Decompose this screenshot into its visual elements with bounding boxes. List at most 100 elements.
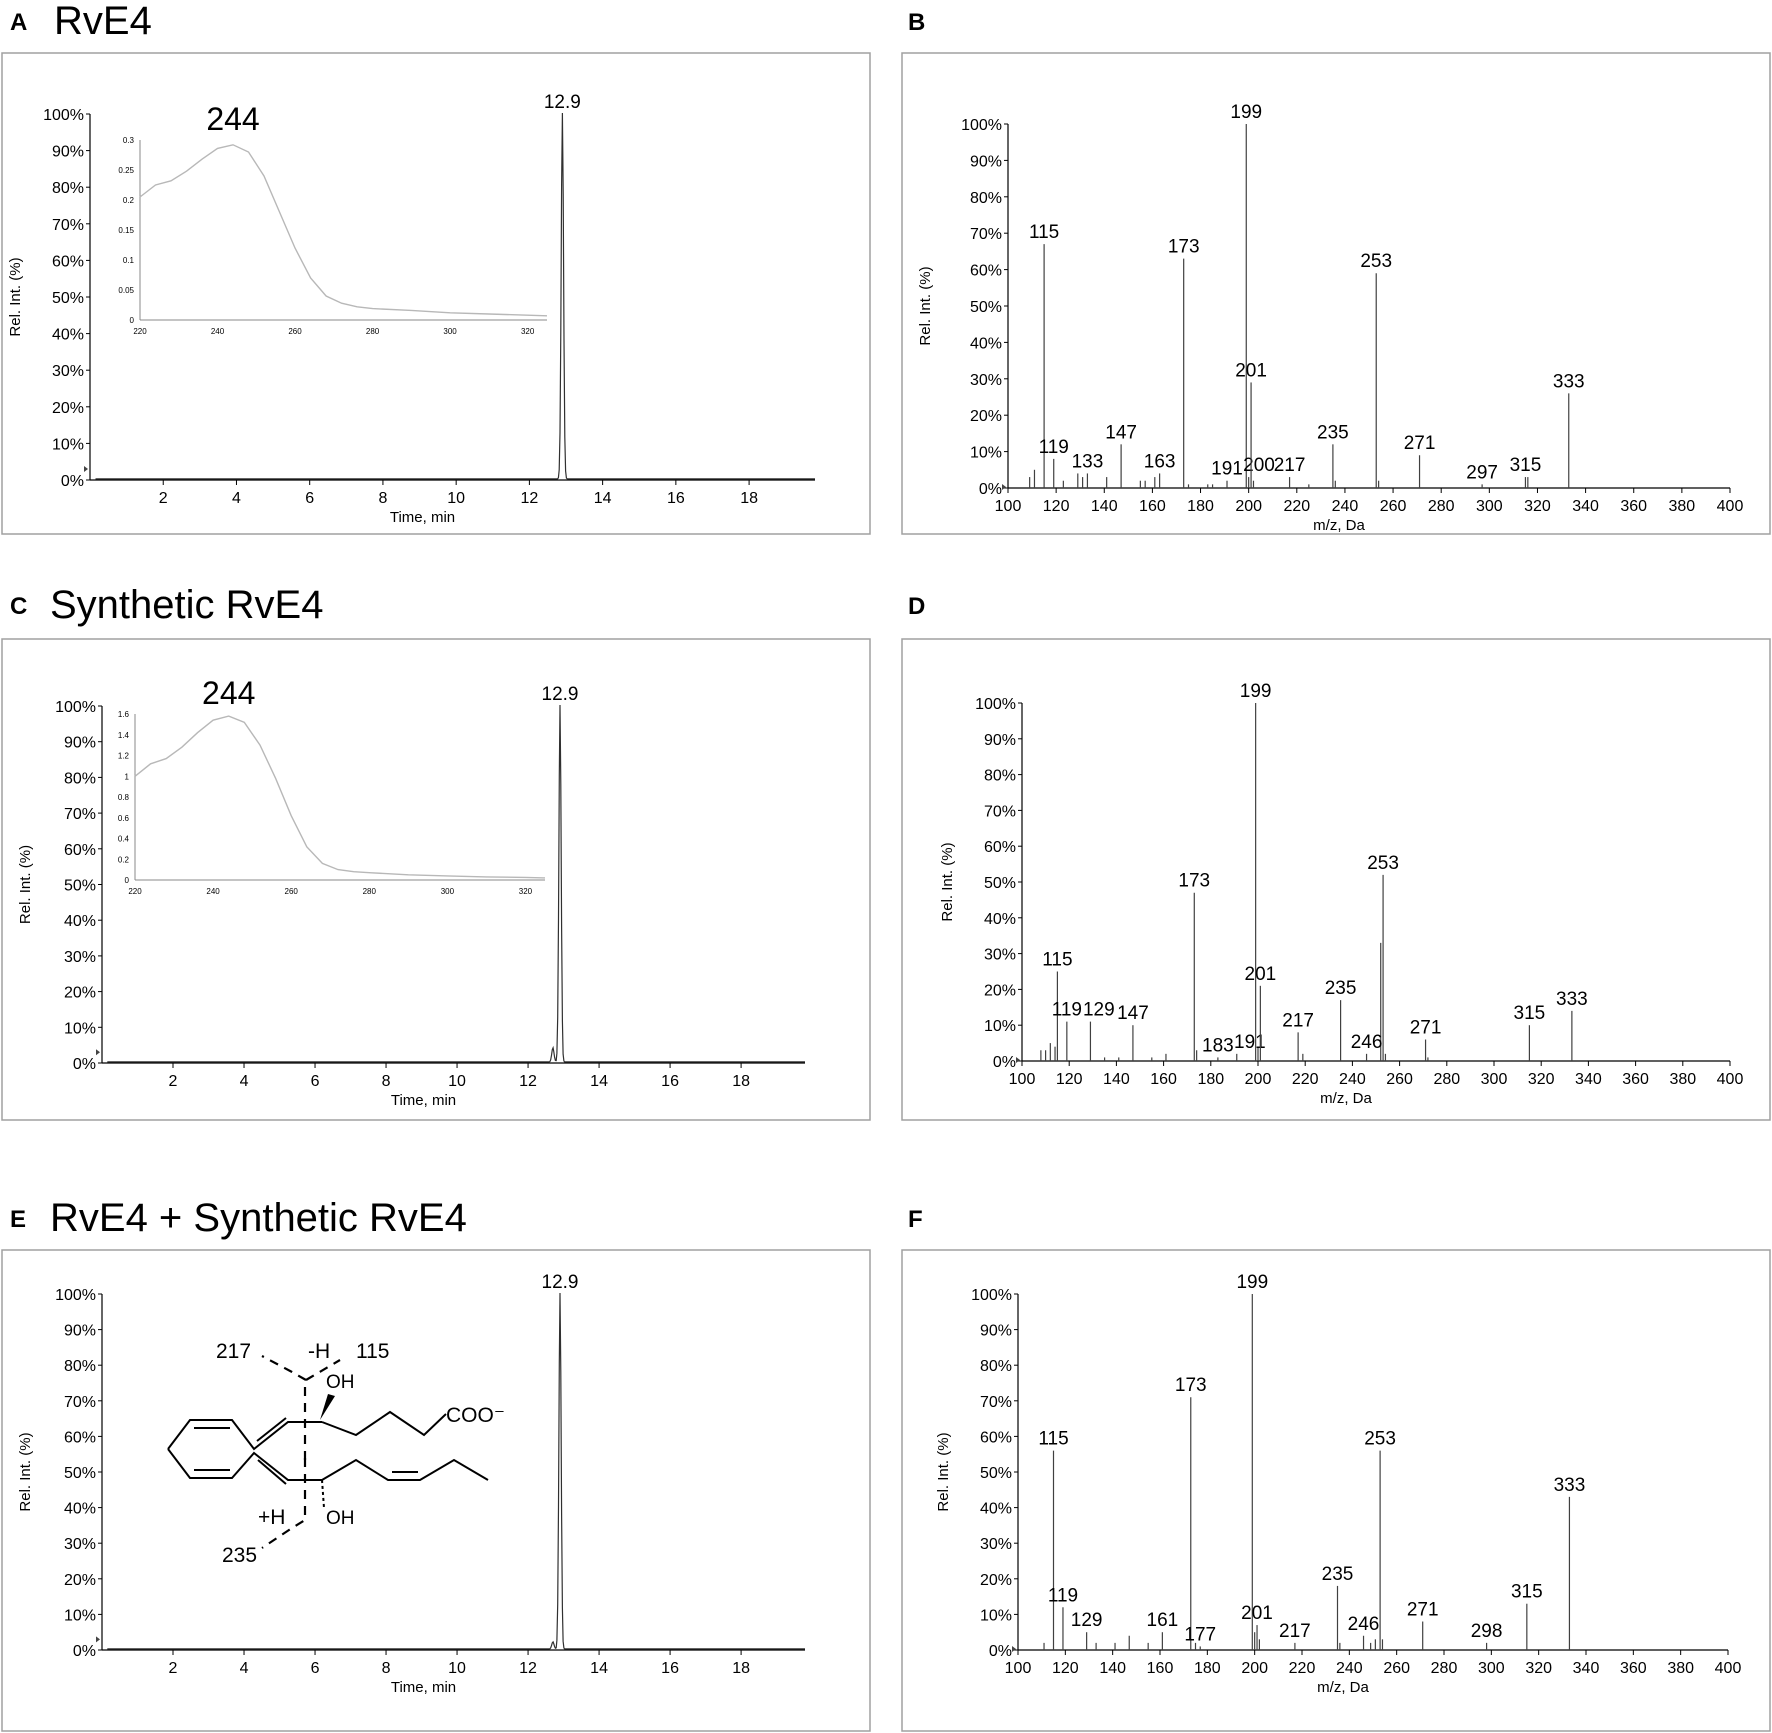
- inset-y-tick-label: 0.25: [118, 166, 134, 175]
- fragment-dash-235: [261, 1458, 307, 1549]
- y-tick-label: 60%: [984, 839, 1016, 856]
- y-tick-label: 70%: [64, 806, 96, 823]
- peak-label: 271: [1410, 1018, 1442, 1039]
- x-tick-label: 320: [1524, 498, 1551, 515]
- peak-label: 183: [1202, 1035, 1234, 1056]
- y-tick-label: 80%: [52, 180, 84, 197]
- peak-label: 191: [1234, 1032, 1266, 1053]
- x-tick-label: 200: [1235, 498, 1262, 515]
- x-tick-label: 380: [1669, 1071, 1696, 1088]
- x-tick-label: 16: [667, 490, 685, 507]
- peak-label: 119: [1052, 1000, 1082, 1021]
- x-tick-label: 320: [1525, 1660, 1552, 1677]
- y-tick-label: 40%: [980, 1501, 1012, 1518]
- x-tick-label: 12: [520, 490, 538, 507]
- x-tick-label: 120: [1052, 1660, 1079, 1677]
- panel-frame-F: [901, 1249, 1771, 1732]
- x-tick-label: 100: [995, 498, 1022, 515]
- panel-header-B: B: [908, 9, 925, 36]
- inset-y-tick-label: 0.2: [118, 855, 130, 864]
- y-tick-label: 10%: [980, 1607, 1012, 1624]
- inset-y-tick-label: 1.4: [118, 731, 130, 740]
- x-tick-label: 2: [169, 1073, 178, 1090]
- x-tick-label: 320: [1528, 1071, 1555, 1088]
- x-tick-label: 400: [1717, 1071, 1744, 1088]
- x-tick-label: 380: [1667, 1660, 1694, 1677]
- uv-inset: 0 0.05 0.1 0.15 0.2 0.25 0.3 220 240 260 280 300 320…: [118, 101, 548, 336]
- y-tick-label: 100%: [43, 107, 84, 124]
- panel-header-C: C Synthetic RvE4: [10, 583, 323, 627]
- x-tick-label: 400: [1715, 1660, 1742, 1677]
- structure-label-oh-upper: OH: [326, 1372, 355, 1393]
- peak-label: 217: [1282, 1010, 1314, 1031]
- y-axis-marker: [1016, 1057, 1020, 1063]
- x-tick-label: 120: [1056, 1071, 1083, 1088]
- x-tick-label: 240: [1332, 498, 1359, 515]
- y-tick-label: 70%: [52, 217, 84, 234]
- peak-label: 235: [1325, 978, 1357, 999]
- peak-label: 271: [1407, 1600, 1439, 1621]
- x-tick-label: 260: [1383, 1660, 1410, 1677]
- x-tick-label: 340: [1572, 498, 1599, 515]
- y-tick-label: 20%: [980, 1572, 1012, 1589]
- peak-label: 217: [1274, 455, 1306, 476]
- panel-header-F: F: [908, 1206, 923, 1233]
- y-axis-marker: [96, 1636, 100, 1643]
- x-tick-label: 300: [1481, 1071, 1508, 1088]
- peak-label: 161: [1147, 1610, 1179, 1631]
- x-tick-label: 180: [1197, 1071, 1224, 1088]
- inset-y-tick-label: 1: [125, 772, 130, 781]
- x-tick-label: 120: [1043, 498, 1070, 515]
- y-tick-label: 50%: [984, 875, 1016, 892]
- peak-label: 217: [1279, 1621, 1311, 1642]
- x-tick-label: 16: [661, 1660, 679, 1677]
- panel-letter: D: [908, 593, 925, 620]
- x-tick-label: 10: [448, 1073, 466, 1090]
- y-tick-label: 30%: [980, 1536, 1012, 1553]
- x-tick-label: 4: [232, 490, 241, 507]
- x-axis-label: m/z, Da: [1320, 1090, 1372, 1107]
- inset-x-tick-label: 220: [128, 887, 142, 896]
- y-tick-label: 40%: [64, 1501, 96, 1518]
- inset-x-tick-label: 260: [288, 327, 302, 336]
- peak-label: 253: [1367, 853, 1399, 874]
- y-tick-label: 80%: [984, 768, 1016, 785]
- structure-bond: [167, 1448, 489, 1481]
- x-tick-label: 220: [1292, 1071, 1319, 1088]
- panel-title: RvE4 + Synthetic RvE4: [50, 1196, 467, 1240]
- x-tick-label: 260: [1386, 1071, 1413, 1088]
- chart-B-ms-spectrum: 0% 10% 20% 30% 40% 50% 60% 70% 80% 90% 100% 100 120 1…: [917, 102, 1743, 534]
- y-tick-label: 10%: [970, 445, 1002, 462]
- inset-x-tick-label: 240: [211, 327, 225, 336]
- peak-label: 147: [1105, 422, 1137, 443]
- peak-label: 12.9: [544, 92, 581, 113]
- y-tick-label: 100%: [55, 1287, 96, 1304]
- peak-label: 199: [1240, 681, 1272, 702]
- y-tick-label: 60%: [64, 1429, 96, 1446]
- peak-label: 147: [1117, 1003, 1149, 1024]
- x-tick-label: 10: [447, 490, 465, 507]
- x-tick-label: 16: [661, 1073, 679, 1090]
- x-tick-label: 18: [740, 490, 758, 507]
- x-tick-label: 4: [240, 1660, 249, 1677]
- peak-label: 12.9: [542, 1272, 579, 1293]
- peak-label: 315: [1514, 1003, 1546, 1024]
- y-tick-label: 100%: [975, 696, 1016, 713]
- x-tick-label: 18: [732, 1660, 750, 1677]
- y-tick-label: 50%: [980, 1465, 1012, 1482]
- structure-hash: [321, 1479, 325, 1509]
- y-tick-label: 20%: [64, 1572, 96, 1589]
- inset-y-tick-label: 0.6: [118, 814, 130, 823]
- peak-label: 199: [1230, 102, 1262, 123]
- y-tick-label: 90%: [64, 1323, 96, 1340]
- x-tick-label: 160: [1147, 1660, 1174, 1677]
- y-tick-label: 0%: [989, 1643, 1012, 1660]
- panel-header-D: D: [908, 593, 925, 620]
- y-tick-label: 100%: [961, 117, 1002, 134]
- inset-x-tick-label: 320: [519, 887, 533, 896]
- inset-x-tick-label: 280: [363, 887, 377, 896]
- peak-label: 271: [1404, 433, 1436, 454]
- structure-bond: [321, 1410, 447, 1437]
- x-axis-label: m/z, Da: [1313, 517, 1365, 534]
